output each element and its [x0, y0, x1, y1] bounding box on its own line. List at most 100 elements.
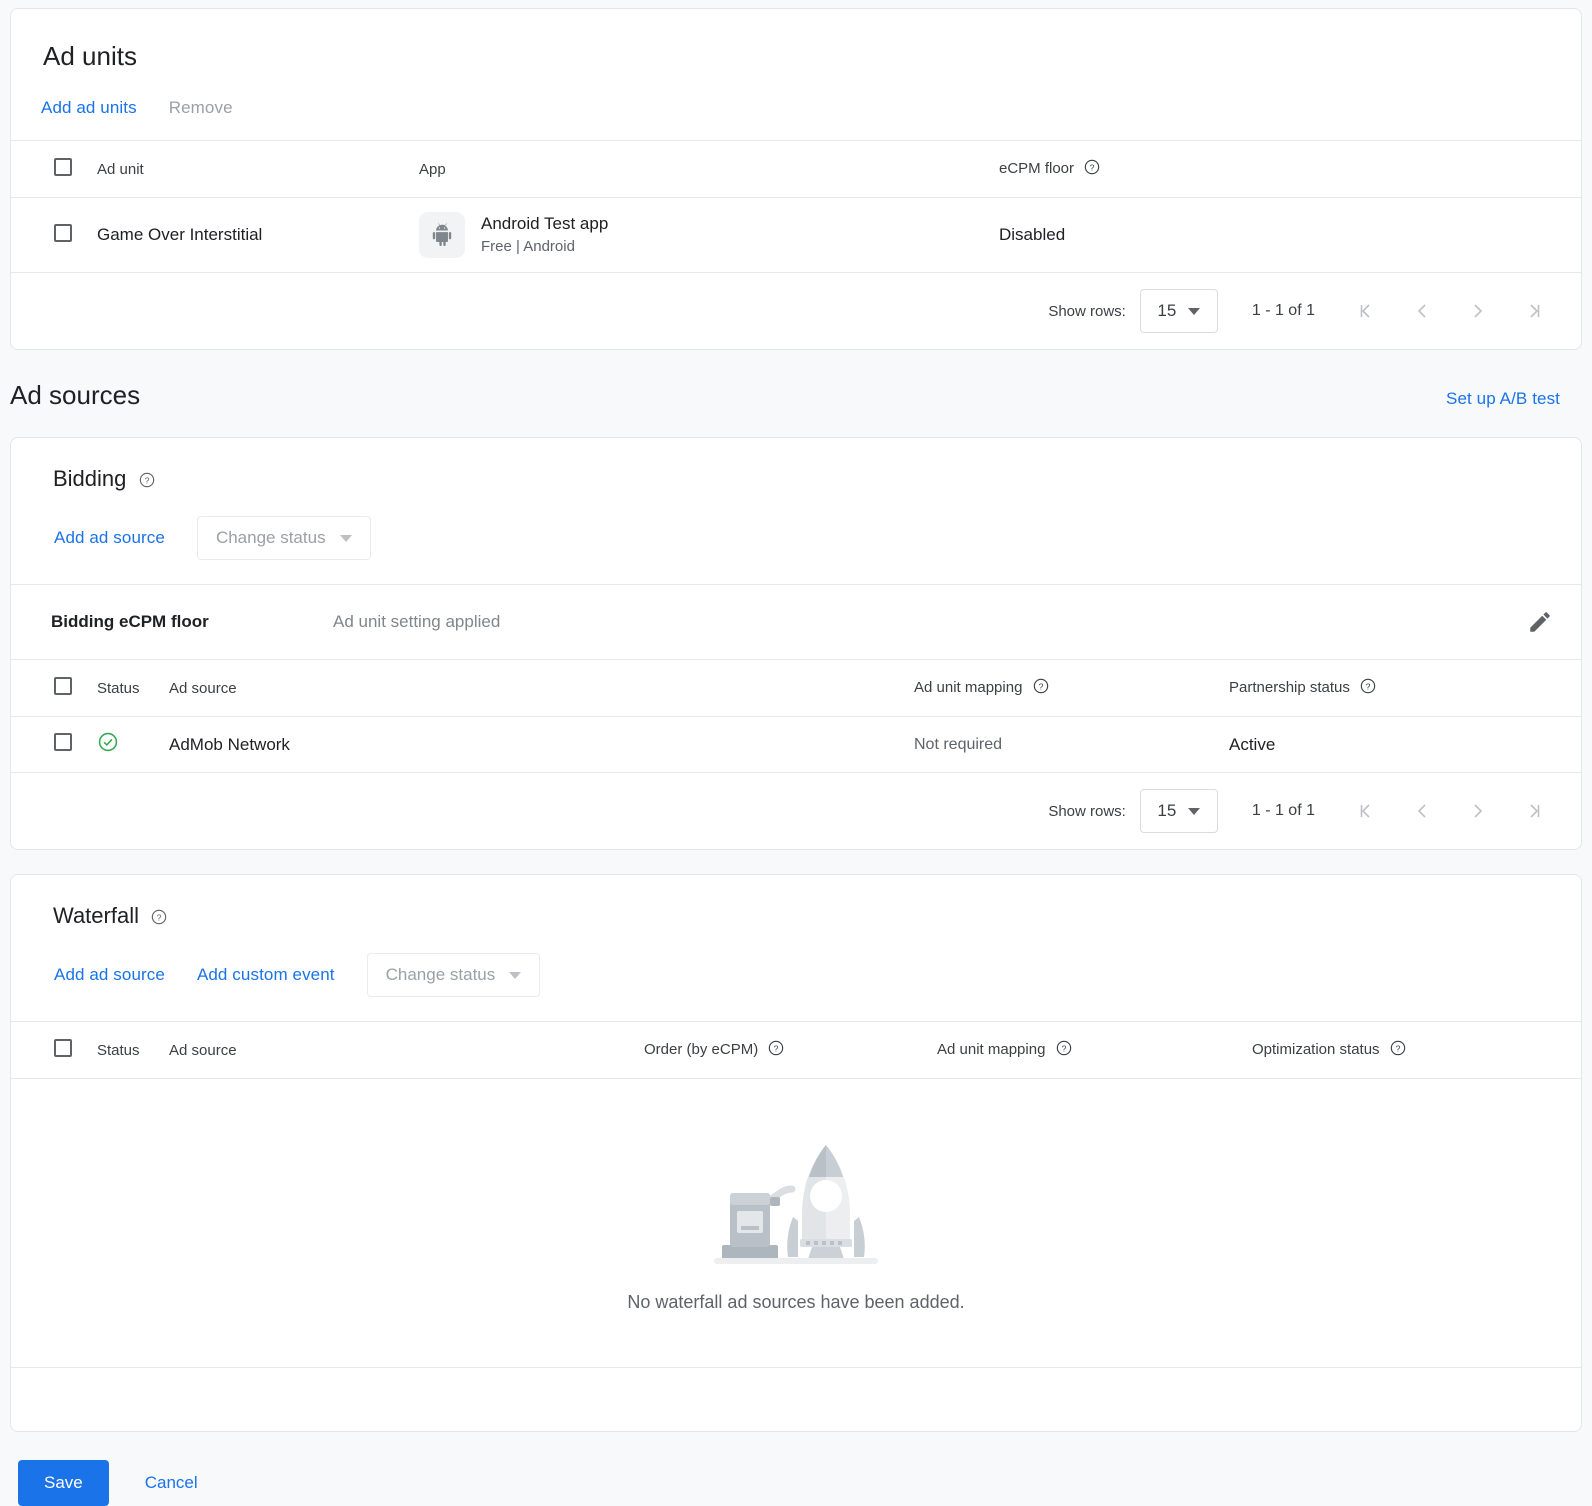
- col-ad-unit-mapping-label: Ad unit mapping: [937, 1041, 1046, 1058]
- help-icon[interactable]: ?: [1360, 678, 1376, 698]
- bidding-table-header: Status Ad source Ad unit mapping ? Partn…: [11, 660, 1581, 717]
- next-page-button[interactable]: [1461, 794, 1495, 828]
- rows-per-page-select[interactable]: 15: [1139, 289, 1218, 333]
- cell-status: [97, 717, 169, 773]
- col-partnership-status: Partnership status ?: [1229, 660, 1581, 717]
- ad-units-table: Ad unit App eCPM floor ? Game Over Inte: [11, 140, 1581, 272]
- waterfall-title: Waterfall ?: [11, 875, 1581, 931]
- cell-app-name: Android Test app: [481, 213, 609, 233]
- waterfall-action-row: Add ad source Add custom event Change st…: [11, 931, 1581, 1021]
- col-ad-source: Ad source: [169, 1041, 237, 1059]
- help-icon[interactable]: ?: [139, 468, 155, 494]
- svg-text:?: ?: [1061, 1043, 1066, 1053]
- waterfall-footer-row: [11, 1367, 1581, 1431]
- waterfall-empty-message: No waterfall ad sources have been added.: [627, 1292, 965, 1312]
- waterfall-change-status-button[interactable]: Change status: [366, 953, 541, 997]
- waterfall-table: Status Ad source Order (by eCPM) ? Ad un…: [11, 1021, 1581, 1078]
- table-row[interactable]: AdMob Network Not required Active: [11, 716, 1581, 773]
- ad-units-card: Ad units Add ad units Remove Ad unit App…: [10, 8, 1582, 350]
- col-status: Status: [97, 1041, 140, 1059]
- cell-app: Android Test app Free | Android: [419, 198, 999, 273]
- cell-ad-unit-mapping: Not required: [914, 735, 1003, 753]
- waterfall-change-status-label: Change status: [385, 965, 496, 984]
- row-select-cell: [11, 198, 97, 273]
- cell-ecpm-floor: Disabled: [999, 225, 1066, 244]
- first-page-button[interactable]: [1349, 294, 1383, 328]
- select-all-checkbox[interactable]: [54, 158, 72, 176]
- svg-text:?: ?: [1038, 681, 1043, 691]
- help-icon[interactable]: ?: [1056, 1040, 1072, 1060]
- cell-app-sub: Free | Android: [481, 238, 575, 256]
- col-optimization-status-label: Optimization status: [1252, 1041, 1380, 1058]
- rows-per-page-select[interactable]: 15: [1139, 789, 1218, 833]
- help-icon[interactable]: ?: [1033, 678, 1049, 698]
- svg-text:?: ?: [144, 475, 149, 485]
- previous-page-button[interactable]: [1405, 794, 1439, 828]
- col-app: App: [419, 160, 446, 178]
- bidding-change-status-button[interactable]: Change status: [196, 516, 371, 560]
- col-ad-unit-mapping: Ad unit mapping ?: [914, 660, 1229, 717]
- save-button[interactable]: Save: [18, 1460, 109, 1506]
- previous-page-button[interactable]: [1405, 294, 1439, 328]
- bidding-add-ad-source-link[interactable]: Add ad source: [54, 528, 165, 547]
- cell-ad-source: AdMob Network: [169, 734, 290, 754]
- pagination-range: 1 - 1 of 1: [1251, 802, 1315, 819]
- chevron-down-icon: [339, 534, 352, 542]
- select-all-checkbox[interactable]: [54, 1039, 72, 1057]
- waterfall-add-ad-source-link[interactable]: Add ad source: [54, 965, 165, 984]
- rocket-fueling-illustration: [696, 1145, 896, 1269]
- android-icon: [419, 212, 465, 258]
- bidding-change-status-label: Change status: [215, 528, 326, 547]
- bidding-pagination: Show rows: 15 1 - 1 of 1: [11, 772, 1581, 849]
- form-footer: Save Cancel: [0, 1432, 1592, 1506]
- rows-per-page-value: 15: [1157, 301, 1177, 320]
- cancel-button[interactable]: Cancel: [133, 1460, 210, 1506]
- show-rows-label: Show rows:: [1048, 302, 1126, 320]
- bidding-ecpm-floor-row: Bidding eCPM floor Ad unit setting appli…: [11, 584, 1581, 659]
- edit-pencil-icon[interactable]: [1523, 605, 1557, 639]
- ad-units-table-header: Ad unit App eCPM floor ?: [11, 141, 1581, 198]
- waterfall-empty-state: No waterfall ad sources have been added.: [11, 1078, 1581, 1367]
- row-checkbox[interactable]: [54, 223, 72, 242]
- table-row[interactable]: Game Over Interstitial Android Test app …: [11, 197, 1581, 273]
- bidding-action-row: Add ad source Change status: [11, 494, 1581, 584]
- last-page-button[interactable]: [1517, 794, 1551, 828]
- waterfall-card: Waterfall ? Add ad source Add custom eve…: [10, 874, 1582, 1432]
- help-icon[interactable]: ?: [768, 1040, 784, 1060]
- ad-sources-title: Ad sources: [10, 380, 141, 410]
- pagination-range: 1 - 1 of 1: [1251, 302, 1315, 319]
- add-ad-units-link[interactable]: Add ad units: [41, 98, 137, 117]
- show-rows-label: Show rows:: [1048, 802, 1126, 820]
- select-all-checkbox[interactable]: [54, 677, 72, 695]
- page-title: Ad units: [43, 41, 137, 71]
- bidding-table: Status Ad source Ad unit mapping ? Partn…: [11, 659, 1581, 772]
- waterfall-add-custom-event-link[interactable]: Add custom event: [196, 965, 335, 984]
- select-all-cell: [11, 1022, 97, 1079]
- cell-ad-unit-name: Game Over Interstitial: [97, 225, 263, 244]
- set-up-ab-test-link[interactable]: Set up A/B test: [1446, 389, 1560, 408]
- col-order-by-ecpm-label: Order (by eCPM): [644, 1041, 759, 1058]
- ad-unit-settings-page: Ad units Add ad units Remove Ad unit App…: [0, 8, 1592, 1506]
- svg-text:?: ?: [1090, 162, 1095, 172]
- last-page-button[interactable]: [1517, 294, 1551, 328]
- first-page-button[interactable]: [1349, 794, 1383, 828]
- col-ad-source: Ad source: [169, 679, 237, 697]
- ad-units-action-row: Add ad units Remove: [11, 72, 1581, 140]
- help-icon[interactable]: ?: [1084, 159, 1100, 179]
- select-all-cell: [11, 141, 97, 198]
- bidding-card: Bidding ? Add ad source Change status Bi…: [10, 437, 1582, 850]
- select-all-cell: [11, 660, 97, 717]
- remove-ad-units-link[interactable]: Remove: [168, 98, 233, 117]
- col-ecpm-floor-label: eCPM floor: [999, 160, 1075, 177]
- ad-sources-header: Ad sources Set up A/B test: [0, 350, 1592, 437]
- waterfall-table-header: Status Ad source Order (by eCPM) ? Ad un…: [11, 1022, 1581, 1079]
- svg-text:?: ?: [1366, 681, 1371, 691]
- chevron-down-icon: [509, 971, 522, 979]
- col-optimization-status: Optimization status ?: [1252, 1022, 1581, 1079]
- col-ad-unit-mapping-label: Ad unit mapping: [914, 679, 1023, 696]
- next-page-button[interactable]: [1461, 294, 1495, 328]
- help-icon[interactable]: ?: [1390, 1040, 1406, 1060]
- row-checkbox[interactable]: [54, 733, 72, 751]
- help-icon[interactable]: ?: [151, 905, 167, 931]
- bidding-ecpm-floor-label: Bidding eCPM floor: [51, 612, 209, 631]
